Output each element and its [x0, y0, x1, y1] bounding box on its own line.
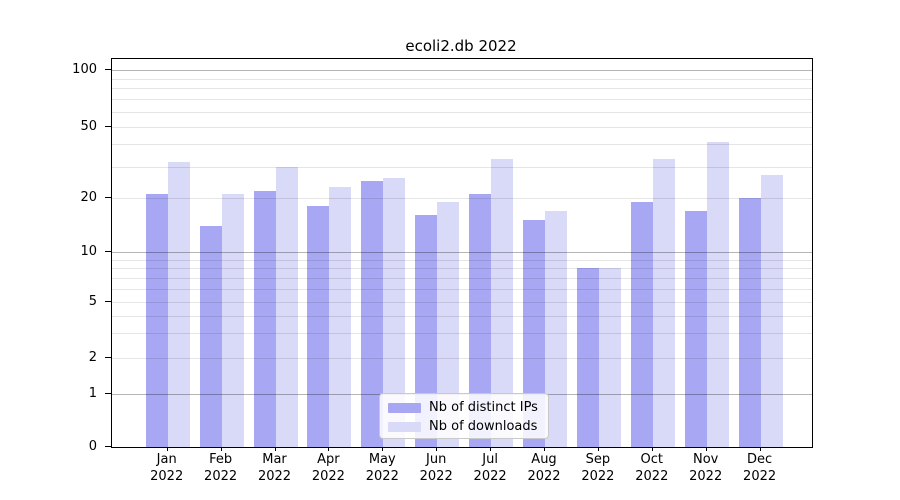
gridline-30	[112, 166, 812, 168]
gridline-100	[112, 70, 812, 71]
x-tick-label-oct: Oct 2022	[635, 452, 669, 484]
bar-downloads-jul	[491, 159, 514, 447]
x-tick-mark	[705, 447, 707, 451]
y-tick-label-1: 1	[88, 386, 97, 401]
y-tick-label-0: 0	[88, 439, 97, 454]
plot-area: Nb of distinct IPs Nb of downloads	[111, 58, 813, 448]
x-tick-label-jun: Jun 2022	[419, 452, 453, 484]
bar-distinct-ips-dec	[738, 198, 761, 447]
legend-item-distinct-ips: Nb of distinct IPs	[388, 399, 540, 417]
y-tick-mark	[105, 126, 111, 127]
x-tick-mark	[274, 447, 276, 451]
legend-swatch-distinct-ips	[388, 403, 421, 413]
x-tick-mark	[436, 447, 438, 451]
x-tick-label-nov: Nov 2022	[689, 452, 723, 484]
gridline-9	[112, 259, 812, 261]
bar-distinct-ips-aug	[523, 220, 545, 447]
y-tick-label-5: 5	[88, 294, 97, 309]
x-tick-label-aug: Aug 2022	[527, 452, 561, 484]
x-tick-mark	[382, 447, 384, 451]
bar-downloads-jan	[167, 161, 190, 447]
gridline-3	[112, 333, 812, 335]
bar-downloads-feb	[221, 194, 244, 447]
bar-downloads-sep	[598, 268, 621, 447]
bar-distinct-ips-apr	[307, 206, 330, 447]
bar-downloads-dec	[760, 174, 783, 447]
bar-downloads-jun	[437, 201, 460, 447]
x-tick-label-jan: Jan 2022	[150, 452, 184, 484]
gridline-20	[112, 198, 812, 199]
gridline-5	[112, 302, 812, 303]
gridline-70	[112, 99, 812, 101]
bar-distinct-ips-jul	[469, 194, 492, 447]
bar-distinct-ips-may	[361, 180, 384, 447]
gridline-6	[112, 288, 812, 290]
bar-downloads-mar	[275, 166, 298, 447]
gridline-80	[112, 88, 812, 90]
y-tick-label-50: 50	[80, 119, 97, 134]
bar-distinct-ips-nov	[684, 210, 707, 447]
gridline-50	[112, 127, 812, 128]
y-tick-label-100: 100	[72, 62, 97, 77]
x-tick-mark	[651, 447, 653, 451]
bar-downloads-aug	[545, 210, 567, 447]
bar-distinct-ips-mar	[253, 190, 276, 447]
chart-title: ecoli2.db 2022	[405, 37, 517, 55]
y-tick-mark	[105, 251, 111, 252]
legend-swatch-downloads	[388, 422, 421, 432]
y-tick-mark	[105, 301, 111, 302]
x-tick-label-sep: Sep 2022	[581, 452, 615, 484]
x-tick-label-may: May 2022	[365, 452, 399, 484]
gridline-8	[112, 268, 812, 270]
x-tick-label-dec: Dec 2022	[743, 452, 777, 484]
gridline-60	[112, 112, 812, 113]
bar-downloads-may	[383, 177, 406, 447]
bar-distinct-ips-jan	[145, 194, 168, 447]
bar-downloads-apr	[329, 187, 352, 447]
x-tick-mark	[597, 447, 599, 451]
x-tick-mark	[759, 447, 761, 451]
x-tick-label-feb: Feb 2022	[204, 452, 238, 484]
y-tick-mark	[105, 393, 111, 394]
bar-distinct-ips-oct	[630, 201, 653, 447]
y-tick-label-10: 10	[80, 244, 97, 259]
bar-distinct-ips-feb	[199, 225, 222, 447]
gridline-10	[112, 252, 812, 253]
x-tick-label-jul: Jul 2022	[473, 452, 507, 484]
gridline-40	[112, 144, 812, 146]
legend-item-downloads: Nb of downloads	[388, 418, 540, 436]
y-tick-mark	[105, 69, 111, 70]
gridline-7	[112, 277, 812, 279]
legend: Nb of distinct IPs Nb of downloads	[379, 393, 549, 439]
y-tick-mark	[105, 357, 111, 358]
x-tick-mark	[490, 447, 492, 451]
bar-downloads-nov	[706, 142, 729, 447]
y-tick-label-20: 20	[80, 190, 97, 205]
x-tick-mark	[544, 447, 545, 451]
bar-distinct-ips-sep	[576, 268, 599, 447]
x-tick-label-apr: Apr 2022	[311, 452, 345, 484]
legend-label-distinct-ips: Nb of distinct IPs	[429, 400, 538, 415]
gridline-90	[112, 78, 812, 80]
y-tick-mark	[105, 197, 111, 198]
x-tick-mark	[166, 447, 168, 451]
y-tick-label-2: 2	[88, 350, 97, 365]
bar-distinct-ips-jun	[415, 215, 438, 447]
x-tick-mark	[328, 447, 330, 451]
legend-label-downloads: Nb of downloads	[429, 419, 538, 434]
x-tick-label-mar: Mar 2022	[257, 452, 292, 484]
bar-downloads-oct	[652, 159, 675, 447]
gridline-4	[112, 315, 812, 317]
gridline-2	[112, 358, 812, 359]
x-tick-mark	[220, 447, 222, 451]
y-tick-mark	[105, 446, 111, 447]
